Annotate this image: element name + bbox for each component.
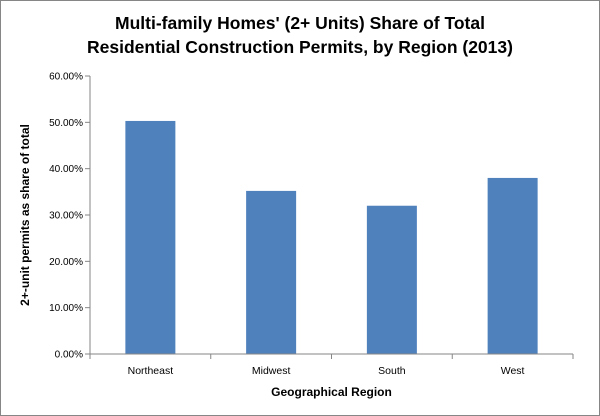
- y-tick-label: 50.00%: [49, 118, 83, 129]
- y-axis-ticks: 0.00% 10.00% 20.00% 30.00% 40.00% 50.00% 60.00…: [49, 72, 90, 361]
- chart-title-line-1: Multi-family Homes' (2+ Units) Share of …: [115, 13, 485, 33]
- x-tick-label: South: [378, 365, 406, 377]
- bar-west: [487, 177, 538, 354]
- bar-northeast: [125, 120, 176, 355]
- x-axis-title: Geographical Region: [271, 385, 392, 399]
- y-tick-label: 0.00%: [55, 350, 83, 361]
- chart-title-line-2: Residential Construction Permits, by Reg…: [87, 37, 513, 57]
- x-tick-label: Midwest: [252, 365, 291, 377]
- y-tick-label: 60.00%: [49, 72, 83, 83]
- x-tick-label: Northeast: [128, 365, 174, 377]
- y-tick-label: 10.00%: [49, 303, 83, 314]
- chart-title: Multi-family Homes' (2+ Units) Share of …: [1, 11, 599, 59]
- y-axis-title: 2+-unit permits as share of total: [18, 124, 32, 306]
- bar-south: [366, 205, 417, 354]
- y-tick-label: 40.00%: [49, 164, 83, 175]
- x-axis-ticks: Northeast Midwest South West: [89, 354, 574, 377]
- bar-midwest: [246, 190, 297, 354]
- y-tick-label: 20.00%: [49, 257, 83, 268]
- bars: [125, 120, 538, 355]
- x-tick-label: West: [501, 365, 525, 377]
- y-tick-label: 30.00%: [49, 211, 83, 222]
